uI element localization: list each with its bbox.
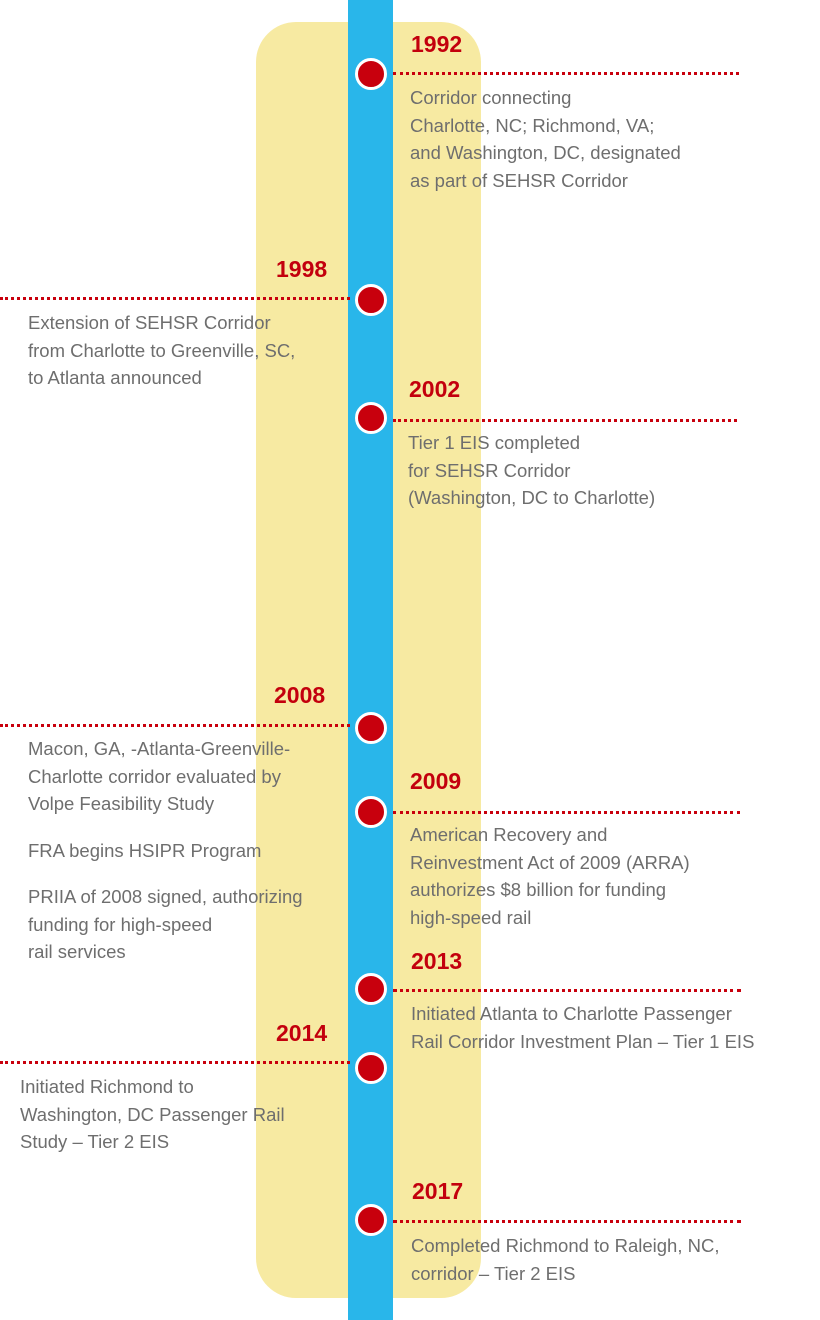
event-line: Volpe Feasibility Study: [28, 793, 215, 814]
event-line: PRIIA of 2008 signed, authorizing: [28, 886, 303, 907]
event-marker-2017: [355, 1204, 387, 1236]
event-line: authorizes $8 billion for funding: [410, 879, 667, 900]
event-year-2013: 2013: [411, 948, 463, 974]
event-line: (Washington, DC to Charlotte): [408, 487, 656, 508]
event-line: Study – Tier 2 EIS: [20, 1131, 170, 1152]
event-year-1998: 1998: [276, 256, 328, 282]
event-year-2014: 2014: [276, 1020, 328, 1046]
event-line: Extension of SEHSR Corridor: [28, 312, 271, 333]
event-line: from Charlotte to Greenville, SC,: [28, 339, 296, 361]
event-line: American Recovery and: [410, 824, 608, 845]
event-year-2008: 2008: [274, 682, 326, 708]
event-year-2002: 2002: [409, 376, 461, 402]
leader-2017: [393, 1220, 741, 1223]
leader-2013: [393, 989, 741, 992]
event-description-2014: Initiated Richmond to Washington, DC Pas…: [20, 1073, 285, 1156]
leader-2014: [0, 1061, 350, 1064]
event-line: and Washington, DC, designated: [410, 142, 681, 163]
event-line: funding for high-speed: [28, 913, 213, 935]
leader-1992: [393, 72, 739, 75]
event-year-2017: 2017: [412, 1178, 464, 1204]
event-description-2008: Macon, GA, -Atlanta-Greenville- Charlott…: [28, 735, 303, 966]
event-marker-2014: [355, 1052, 387, 1084]
event-line: Completed Richmond to Raleigh, NC,: [411, 1235, 720, 1256]
event-line: Initiated Atlanta to Charlotte Passenger: [411, 1003, 732, 1024]
event-line: rail services: [28, 941, 126, 962]
event-marker-2009: [355, 796, 387, 828]
event-description-2013: Initiated Atlanta to Charlotte Passenger…: [411, 1000, 754, 1055]
event-line: FRA begins HSIPR Program: [28, 839, 262, 861]
event-line: Tier 1 EIS completed: [408, 432, 581, 453]
event-description-2009: American Recovery and Reinvestment Act o…: [410, 821, 690, 931]
event-description-1998: Extension of SEHSR Corridor from Charlot…: [28, 309, 295, 392]
event-marker-2013: [355, 973, 387, 1005]
event-line: Washington, DC Passenger Rail: [20, 1103, 285, 1125]
event-line: Macon, GA, -Atlanta-Greenville-: [28, 738, 291, 759]
event-line: Rail Corridor Investment Plan – Tier 1 E…: [411, 1030, 755, 1052]
leader-2009: [393, 811, 740, 814]
leader-2002: [393, 419, 737, 422]
event-marker-2008: [355, 712, 387, 744]
event-marker-2002: [355, 402, 387, 434]
timeline-spine: [348, 0, 393, 1320]
event-description-1992: Corridor connecting Charlotte, NC; Richm…: [410, 84, 681, 194]
event-year-2009: 2009: [410, 768, 462, 794]
event-marker-1998: [355, 284, 387, 316]
event-line: Charlotte corridor evaluated by: [28, 765, 281, 787]
event-line: high-speed rail: [410, 906, 532, 928]
event-description-2017: Completed Richmond to Raleigh, NC, corri…: [411, 1232, 719, 1287]
event-line: for SEHSR Corridor: [408, 459, 571, 481]
event-line: corridor – Tier 2 EIS: [411, 1262, 576, 1284]
event-description-2002: Tier 1 EIS completed for SEHSR Corridor …: [408, 429, 655, 512]
event-year-1992: 1992: [411, 31, 463, 57]
leader-1998: [0, 297, 350, 300]
event-marker-1992: [355, 58, 387, 90]
event-line: Initiated Richmond to: [20, 1076, 194, 1097]
event-line: as part of SEHSR Corridor: [410, 169, 628, 191]
event-line: Reinvestment Act of 2009 (ARRA): [410, 851, 690, 873]
event-line: Charlotte, NC; Richmond, VA;: [410, 114, 655, 136]
event-line: to Atlanta announced: [28, 367, 202, 388]
event-line: Corridor connecting: [410, 87, 572, 108]
leader-2008: [0, 724, 350, 727]
